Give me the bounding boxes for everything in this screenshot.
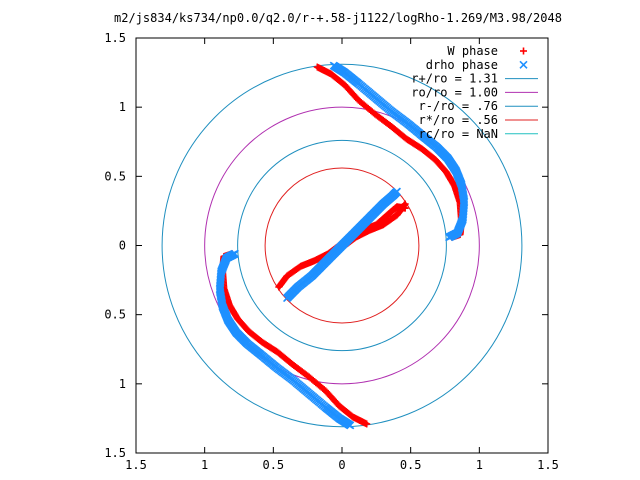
circle-1 <box>204 106 480 385</box>
y-tick-label: 1 <box>119 100 126 114</box>
legend-label-3: ro/ro = 1.00 <box>411 85 498 99</box>
legend-label-2: r+/ro = 1.31 <box>411 72 498 86</box>
point-s1-a1-end <box>230 249 239 258</box>
legend-sample-0 <box>520 47 527 55</box>
y-tick-label: 0.5 <box>104 308 126 322</box>
y-tick-label: 0 <box>119 239 126 253</box>
x-tick-label: 1.5 <box>537 458 559 472</box>
data-points <box>215 61 469 430</box>
reference-circles <box>161 63 523 428</box>
x-tick-label: 1 <box>476 458 483 472</box>
chart-title: m2/js834/ks734/np0.0/q2.0/r-+.58-j1122/l… <box>114 11 562 25</box>
x-tick-label: 1.5 <box>125 458 147 472</box>
y-tick-label: 0.5 <box>104 169 126 183</box>
legend-label-6: rc/ro = NaN <box>419 127 498 141</box>
legend-label-4: r-/ro = .76 <box>419 99 498 113</box>
x-tick-label: 0 <box>338 458 345 472</box>
x-tick-label: 0.5 <box>262 458 284 472</box>
legend-label-5: r*/ro = .56 <box>419 113 498 127</box>
circle-0 <box>161 63 523 428</box>
x-tick-label: 0.5 <box>400 458 422 472</box>
legend-sample-1 <box>519 60 528 69</box>
x-tick-label: 1 <box>201 458 208 472</box>
circle-3 <box>264 167 420 324</box>
y-tick-label: 1 <box>119 377 126 391</box>
y-tick-label: 1.5 <box>104 446 126 460</box>
point-s1-a2-end <box>392 187 401 196</box>
legend-label-0: W phase <box>447 44 498 58</box>
legend-label-1: drho phase <box>426 58 498 72</box>
y-tick-label: 1.5 <box>104 31 126 45</box>
circle-2 <box>237 139 447 352</box>
point-s1-a0-end <box>445 233 454 242</box>
